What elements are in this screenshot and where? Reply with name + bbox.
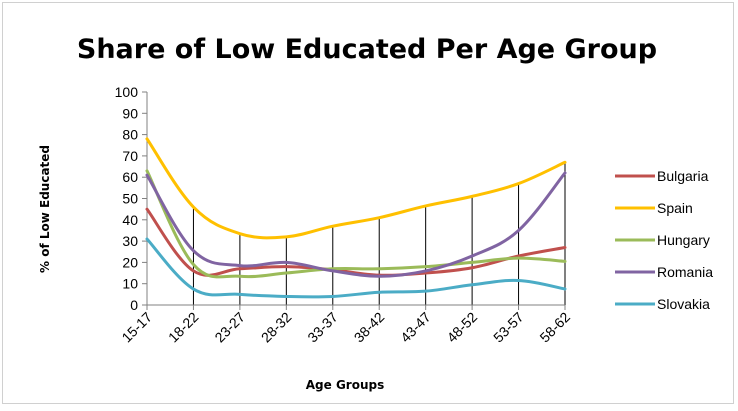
x-tick-label: 23-27 (211, 309, 248, 346)
legend-label-romania: Romania (657, 264, 713, 280)
chart-title: Share of Low Educated Per Age Group (77, 34, 657, 65)
legend: Bulgaria Spain Hungary Romania Slovakia (615, 168, 713, 312)
y-tick-label: 70 (122, 148, 138, 164)
series-lines (145, 137, 567, 299)
y-tick-label: 90 (122, 105, 138, 121)
x-tick-label: 28-32 (258, 309, 295, 346)
axes (142, 91, 566, 310)
y-tick-label: 40 (122, 212, 138, 228)
y-tick-label: 80 (122, 127, 138, 143)
chart-frame: Share of Low Educated Per Age Group 0 10 2… (2, 2, 734, 404)
x-tick-label: 53-57 (490, 309, 527, 346)
legend-label-bulgaria: Bulgaria (657, 168, 709, 184)
series-line-romania (145, 171, 567, 278)
legend-label-hungary: Hungary (657, 232, 710, 248)
y-tick-label: 10 (122, 276, 138, 292)
tick-labels: 0 10 20 30 40 50 60 70 80 90 100 15-17 18-22 23-27 28-… (115, 84, 574, 345)
series-line-hungary (145, 169, 567, 279)
legend-label-slovakia: Slovakia (657, 296, 710, 312)
y-axis-label: % of Low Educated (38, 145, 52, 273)
x-tick-label: 43-47 (397, 309, 434, 346)
series-line-slovakia (145, 237, 567, 299)
y-tick-label: 30 (122, 233, 138, 249)
x-tick-label: 18-22 (165, 309, 202, 346)
x-tick-label: 38-42 (351, 309, 388, 346)
y-tick-label: 50 (122, 191, 138, 207)
legend-label-spain: Spain (657, 200, 693, 216)
x-tick-label: 58-62 (536, 309, 573, 346)
x-axis-label: Age Groups (306, 378, 384, 392)
x-tick-label: 33-37 (304, 309, 341, 346)
x-tick-label: 48-52 (444, 309, 481, 346)
y-tick-label: 0 (130, 297, 138, 313)
y-tick-label: 100 (115, 84, 139, 100)
series-line-spain (145, 137, 567, 240)
y-tick-label: 60 (122, 169, 138, 185)
x-tick-label: 15-17 (118, 309, 155, 346)
y-tick-label: 20 (122, 254, 138, 270)
line-chart: Share of Low Educated Per Age Group 0 10 2… (38, 34, 713, 392)
